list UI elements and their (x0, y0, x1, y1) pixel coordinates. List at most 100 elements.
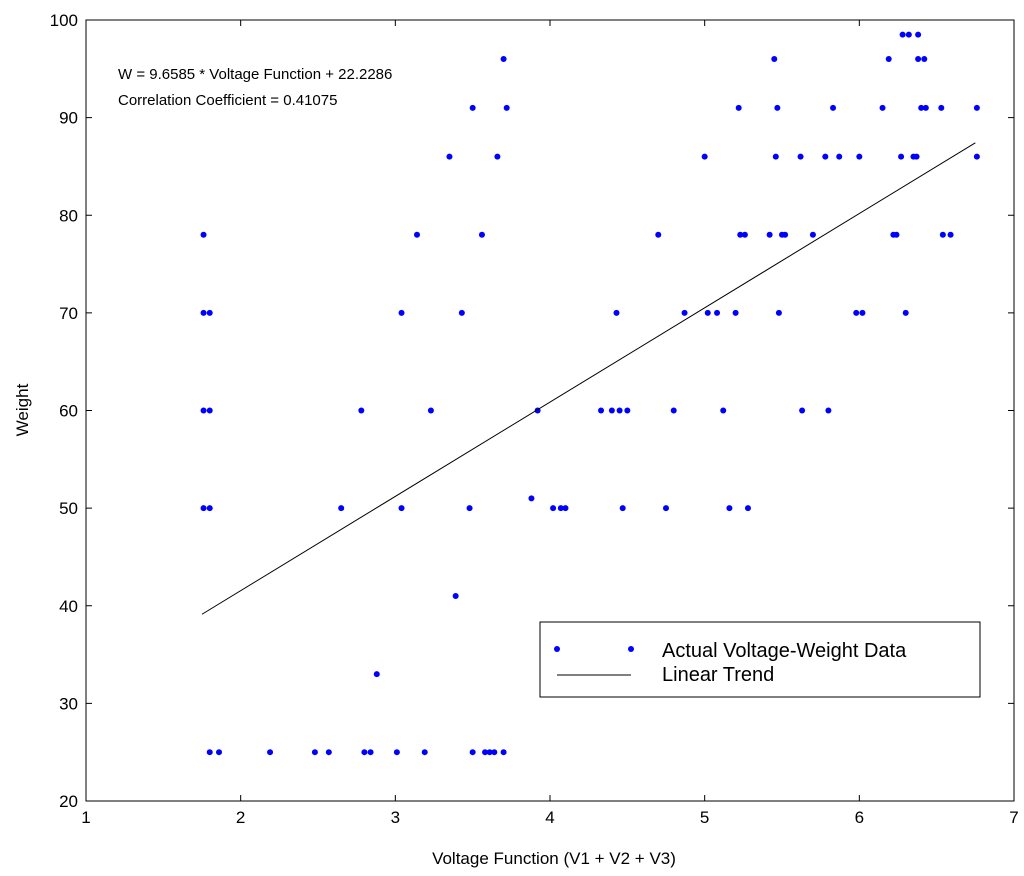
data-point (735, 104, 742, 111)
data-point (825, 407, 832, 414)
data-point (491, 749, 498, 756)
data-point (550, 505, 557, 512)
data-point (939, 231, 946, 238)
data-point (367, 749, 374, 756)
data-point (737, 231, 744, 238)
data-point (921, 56, 928, 63)
data-point (427, 407, 434, 414)
data-point (267, 749, 274, 756)
data-point (766, 231, 773, 238)
data-point (200, 407, 207, 414)
data-point (338, 505, 345, 512)
y-tick-label: 70 (59, 304, 78, 323)
y-tick-label: 80 (59, 206, 78, 225)
data-point (856, 153, 863, 160)
data-point (452, 592, 459, 599)
data-point (398, 505, 405, 512)
data-point (899, 31, 906, 38)
data-point (478, 231, 485, 238)
x-tick-label: 4 (545, 808, 554, 827)
data-point (772, 153, 779, 160)
linear-trend-line (201, 142, 976, 615)
y-tick-label: 50 (59, 499, 78, 518)
data-point (503, 104, 510, 111)
data-point (200, 505, 207, 512)
x-tick-label: 1 (81, 808, 90, 827)
data-point (774, 104, 781, 111)
data-point (918, 104, 925, 111)
data-point (494, 153, 501, 160)
x-tick-label: 7 (1009, 808, 1018, 827)
data-point (836, 153, 843, 160)
data-point (771, 56, 778, 63)
data-point (915, 56, 922, 63)
data-point (311, 749, 318, 756)
y-tick-label: 40 (59, 597, 78, 616)
data-point (624, 407, 631, 414)
y-tick-label: 20 (59, 792, 78, 811)
data-point (879, 104, 886, 111)
axis-ticks (85, 19, 1015, 802)
data-point (500, 56, 507, 63)
x-tick-label: 2 (236, 808, 245, 827)
data-point (741, 231, 748, 238)
data-point (446, 153, 453, 160)
data-point (398, 309, 405, 316)
data-point (393, 749, 400, 756)
data-point (500, 749, 507, 756)
data-point (562, 505, 569, 512)
data-point (482, 749, 489, 756)
legend: Actual Voltage-Weight Data Linear Trend (539, 621, 981, 698)
data-point (619, 505, 626, 512)
data-point (358, 407, 365, 414)
data-point (655, 231, 662, 238)
y-axis-label: Weight (13, 383, 32, 436)
data-point (458, 309, 465, 316)
data-point (913, 153, 920, 160)
annotation-equation: W = 9.6585 * Voltage Function + 22.2286 (118, 66, 392, 83)
data-point (206, 505, 213, 512)
y-tick-label: 30 (59, 694, 78, 713)
data-point (466, 505, 473, 512)
data-point (938, 104, 945, 111)
data-point (616, 407, 623, 414)
data-point (200, 309, 207, 316)
data-point (325, 749, 332, 756)
data-point (853, 309, 860, 316)
data-point (361, 749, 368, 756)
x-axis-label: Voltage Function (V1 + V2 + V3) (432, 849, 676, 868)
data-point (915, 31, 922, 38)
data-point (608, 407, 615, 414)
y-tick-label: 60 (59, 402, 78, 421)
data-point (905, 31, 912, 38)
data-point (726, 505, 733, 512)
data-point (701, 153, 708, 160)
data-point (744, 505, 751, 512)
data-point (720, 407, 727, 414)
data-point (775, 309, 782, 316)
data-point (216, 749, 223, 756)
data-point (486, 749, 493, 756)
data-points (200, 31, 980, 756)
data-point (469, 749, 476, 756)
data-point (782, 231, 789, 238)
data-point (413, 231, 420, 238)
data-point (809, 231, 816, 238)
data-point (200, 231, 207, 238)
data-point (663, 505, 669, 512)
data-point (469, 104, 476, 111)
data-point (421, 749, 428, 756)
y-tick-label: 90 (59, 109, 78, 128)
x-tick-label: 3 (391, 808, 400, 827)
data-point (922, 104, 929, 111)
data-point (598, 407, 605, 414)
data-point (797, 153, 804, 160)
y-tick-label: 100 (50, 11, 78, 30)
data-point (670, 407, 677, 414)
data-point (704, 309, 711, 316)
data-point (206, 309, 213, 316)
data-point (613, 309, 620, 316)
data-point (528, 495, 535, 502)
x-tick-label: 6 (855, 808, 864, 827)
